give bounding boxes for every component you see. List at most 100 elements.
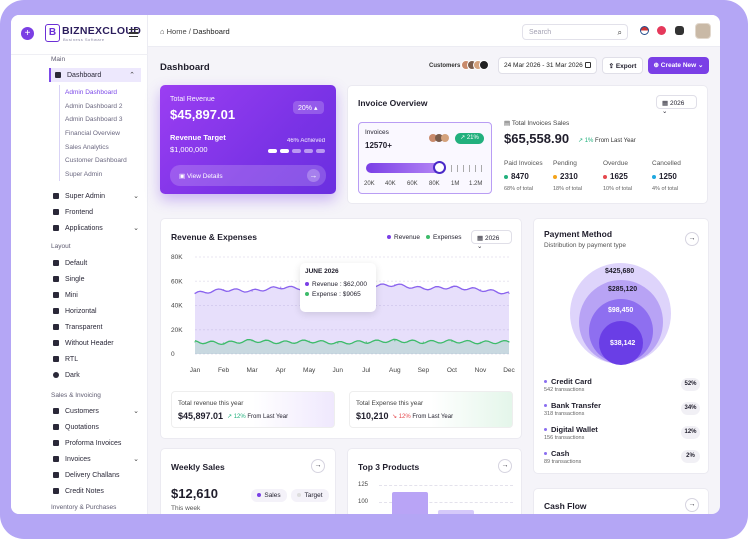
series-line-expenses <box>194 338 510 346</box>
moon-icon <box>53 372 59 378</box>
x-tick-label: Feb <box>218 367 230 374</box>
sidebar-item-without-header[interactable]: Without Header <box>53 336 145 350</box>
chevron-down-icon: ⌄ <box>133 456 139 463</box>
x-tick-label: Nov <box>475 367 487 374</box>
sidebar-item-delivery-challans[interactable]: Delivery Challans <box>53 468 145 482</box>
data-point <box>508 341 510 343</box>
legend-sales: Sales <box>251 489 287 502</box>
sidebar-item-dark[interactable]: Dark <box>53 368 145 382</box>
top-products-card: Top 3 Products → 125 100 <box>347 448 522 514</box>
note-icon <box>53 488 59 494</box>
layout-icon <box>53 340 59 346</box>
year-select[interactable]: ▦ 2026 ⌄ <box>471 230 512 250</box>
grid-icon <box>55 72 61 78</box>
bubble-label-digital-wallet: $98,450 <box>608 307 634 314</box>
sidebar-item-single[interactable]: Single <box>53 272 145 286</box>
sidebar-sub-super-admin[interactable]: Super Admin <box>65 171 103 178</box>
stat-sub-paid: 68% of total <box>504 186 534 192</box>
sidebar-item-frontend[interactable]: Frontend <box>53 205 145 219</box>
view-details-button[interactable]: ▣ View Details → <box>170 165 326 186</box>
sidebar-sub-admin-dashboard-3[interactable]: Admin Dashboard 3 <box>65 116 123 123</box>
legend-dot <box>426 235 430 240</box>
search-input[interactable]: Search ⌕ <box>522 24 628 40</box>
invoices-label: Invoices <box>365 129 389 136</box>
x-tick-label: Jul <box>362 367 371 374</box>
sidebar-item-horizontal[interactable]: Horizontal <box>53 304 145 318</box>
x-tick-label: Jun <box>332 367 343 374</box>
x-tick-label: Aug <box>389 367 401 374</box>
brand-tagline: Business Software <box>63 37 105 42</box>
bullet-dot <box>544 404 547 407</box>
flag-icon[interactable] <box>640 26 649 35</box>
total-expense-year-box: Total Expense this year $10,210 ↘ 12% Fr… <box>349 391 513 428</box>
data-point <box>422 341 425 343</box>
revenue-expenses-chart: 80K 60K 40K 20K 0 Jan Feb Mar Apr May Jun Jul Aug Sep… <box>171 254 516 374</box>
arrow-right-icon[interactable]: → <box>685 232 699 246</box>
series-area-expenses <box>195 339 509 354</box>
sidebar-item-invoices[interactable]: Invoices ⌄ <box>53 452 145 466</box>
arrow-right-icon[interactable]: → <box>685 498 699 512</box>
sidebar-item-credit-notes[interactable]: Credit Notes <box>53 484 145 498</box>
invoices-change-badge: ↗ 21% <box>455 133 484 144</box>
payment-row-cash: Cash 89 transactions 2% <box>544 449 700 471</box>
arrow-right-icon[interactable]: → <box>498 459 512 473</box>
customer-avatar-more[interactable] <box>479 60 489 70</box>
export-button[interactable]: ⇪ Export <box>602 57 643 74</box>
progress-pill <box>316 149 325 153</box>
sidebar-item-quotations[interactable]: Quotations <box>53 420 145 434</box>
gridline <box>379 502 513 503</box>
calendar-icon: ▦ <box>662 100 670 107</box>
truck-icon <box>53 472 59 478</box>
plus-circle-icon: ⊕ <box>653 62 661 69</box>
stat-value-pending: 2310 <box>553 172 578 181</box>
theme-toggle-icon[interactable] <box>675 26 684 35</box>
top-products-title: Top 3 Products <box>358 462 420 472</box>
status-dot <box>652 174 656 179</box>
total-expense-year-change: ↘ 12% From Last Year <box>392 414 454 420</box>
app-window: + B BIZNEXCLOUD Business Software Main D… <box>11 15 720 514</box>
create-new-button[interactable]: ⊕ Create New ⌄ <box>648 57 709 74</box>
sidebar-sub-admin-dashboard[interactable]: Admin Dashboard <box>65 89 118 96</box>
gauge-tick <box>481 165 482 172</box>
stat-value-paid: 8470 <box>504 172 529 181</box>
sidebar-item-customers[interactable]: Customers ⌄ <box>53 404 145 418</box>
breadcrumb-home[interactable]: Home <box>166 27 187 36</box>
trend-down-icon: ↘ <box>392 414 399 420</box>
stat-sub-overdue: 10% of total <box>603 186 633 192</box>
sidebar-item-default[interactable]: Default <box>53 256 145 270</box>
sidebar-sub-financial-overview[interactable]: Financial Overview <box>65 130 120 137</box>
notification-icon[interactable] <box>657 26 666 35</box>
series-area-revenue <box>195 279 509 354</box>
sidebar-sub-admin-dashboard-2[interactable]: Admin Dashboard 2 <box>65 103 123 110</box>
sidebar-item-super-admin[interactable]: Super Admin ⌄ <box>53 189 145 203</box>
revenue-change-badge: 20% ▴ <box>293 101 324 114</box>
sidebar-item-transparent[interactable]: Transparent <box>53 320 145 334</box>
calendar-icon <box>585 62 591 68</box>
user-avatar[interactable] <box>695 23 711 39</box>
sidebar-sub-sales-analytics[interactable]: Sales Analytics <box>65 144 109 151</box>
gauge-tick <box>469 165 470 172</box>
y-tick-label: 20K <box>171 327 183 334</box>
sidebar-item-mini[interactable]: Mini <box>53 288 145 302</box>
data-point <box>422 287 425 290</box>
date-range-picker[interactable]: 24 Mar 2026 - 31 Mar 2026 <box>498 57 597 74</box>
invoice-gauge-knob[interactable] <box>433 161 446 174</box>
sidebar-item-dashboard[interactable]: Dashboard ⌃ <box>49 68 141 82</box>
legend-dot <box>257 493 262 498</box>
grid-icon <box>53 209 59 215</box>
gauge-tick <box>457 165 458 172</box>
chevron-down-icon: ⌄ <box>477 243 483 250</box>
sidebar-item-applications[interactable]: Applications ⌄ <box>53 221 145 235</box>
x-tick-label: Apr <box>276 367 287 374</box>
year-select[interactable]: ▦ 2026 ⌄ <box>656 95 697 115</box>
sidebar-sub-customer-dashboard[interactable]: Customer Dashboard <box>65 157 127 164</box>
plus-icon[interactable]: + <box>21 27 34 40</box>
menu-toggle-icon[interactable] <box>129 29 138 37</box>
home-icon[interactable]: ⌂ <box>160 27 167 36</box>
bullet-dot <box>544 380 547 383</box>
arrow-right-icon[interactable]: → <box>311 459 325 473</box>
weekly-sales-card: Weekly Sales → $12,610 This week Sales T… <box>160 448 336 514</box>
chevron-up-icon: ⌃ <box>129 72 135 79</box>
sidebar-item-proforma[interactable]: Proforma Invoices <box>53 436 145 450</box>
sidebar-item-rtl[interactable]: RTL <box>53 352 145 366</box>
